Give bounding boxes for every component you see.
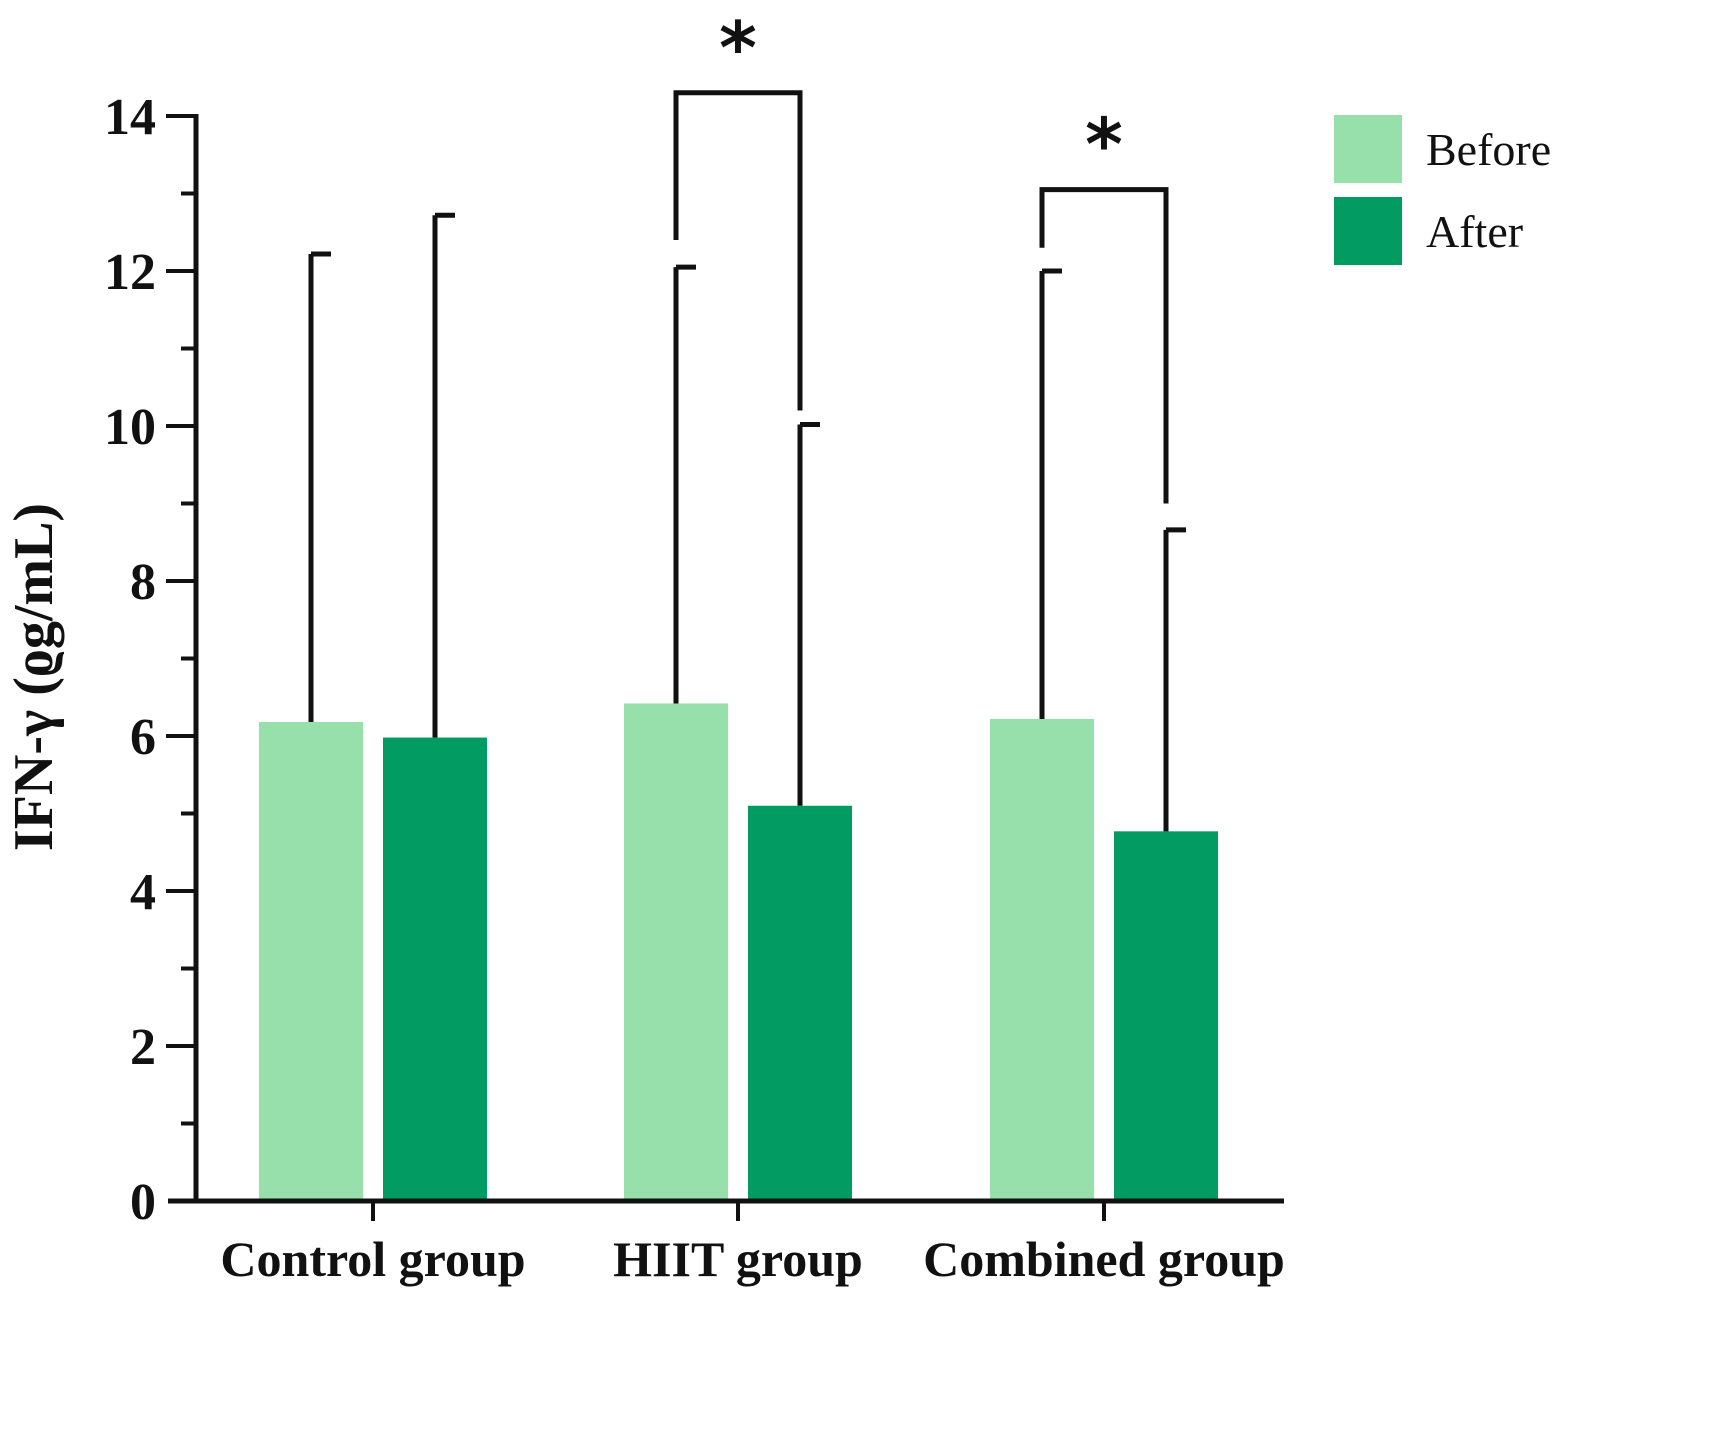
significance-star: * bbox=[1085, 103, 1123, 187]
y-axis-ticks: 0 2 4 6 8 10 12 14 bbox=[104, 89, 196, 1231]
significance-bracket bbox=[673, 90, 803, 411]
legend: Before After bbox=[1334, 115, 1551, 265]
y-tick-label: 4 bbox=[130, 864, 156, 921]
y-tick-label: 8 bbox=[130, 554, 156, 611]
y-axis-title: IFN-γ (ϱg/mL) bbox=[3, 503, 65, 851]
significance-brackets: ** bbox=[673, 6, 1169, 504]
legend-label-after: After bbox=[1426, 206, 1523, 257]
y-tick-label: 0 bbox=[130, 1174, 156, 1231]
y-tick-label: 10 bbox=[104, 399, 156, 456]
bar-after-3 bbox=[1114, 831, 1218, 1201]
y-tick-label: 14 bbox=[104, 89, 156, 146]
significance-star: * bbox=[719, 6, 757, 90]
x-category-label: Combined group bbox=[923, 1231, 1285, 1287]
y-tick-label: 6 bbox=[130, 709, 156, 766]
bars bbox=[259, 703, 1218, 1201]
x-category-label: HIIT group bbox=[613, 1231, 863, 1287]
legend-label-before: Before bbox=[1426, 124, 1551, 175]
bar-before-2 bbox=[624, 703, 728, 1201]
error-bars bbox=[308, 212, 1186, 832]
significance-bracket bbox=[1039, 187, 1169, 504]
y-tick-label: 2 bbox=[130, 1019, 156, 1076]
legend-swatch-after bbox=[1334, 197, 1402, 265]
x-category-label: Control group bbox=[220, 1231, 525, 1287]
bar-before-1 bbox=[259, 722, 363, 1201]
y-tick-label: 12 bbox=[104, 244, 156, 301]
bar-before-3 bbox=[990, 718, 1094, 1201]
axes: Control group HIIT group Combined group bbox=[168, 114, 1285, 1287]
bar-after-1 bbox=[383, 737, 487, 1201]
bar-after-2 bbox=[748, 805, 852, 1201]
legend-swatch-before bbox=[1334, 115, 1402, 183]
